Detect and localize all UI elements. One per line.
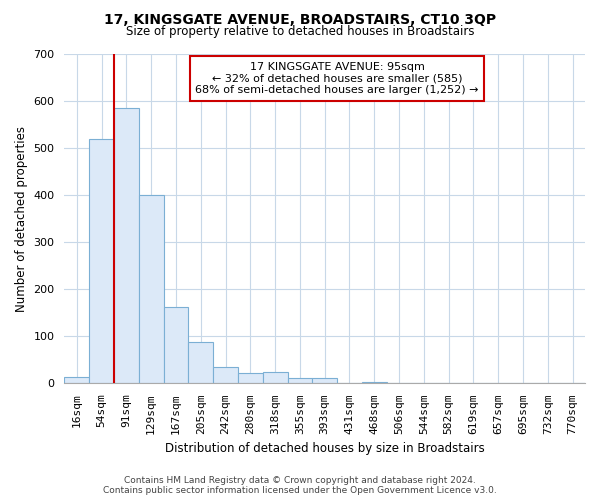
X-axis label: Distribution of detached houses by size in Broadstairs: Distribution of detached houses by size … xyxy=(165,442,485,455)
Bar xyxy=(114,108,139,384)
Bar xyxy=(263,372,287,384)
Bar xyxy=(164,306,188,384)
Text: Contains HM Land Registry data © Crown copyright and database right 2024.
Contai: Contains HM Land Registry data © Crown c… xyxy=(103,476,497,495)
Bar xyxy=(287,378,313,384)
Bar xyxy=(238,372,263,384)
Text: Size of property relative to detached houses in Broadstairs: Size of property relative to detached ho… xyxy=(126,25,474,38)
Bar xyxy=(139,195,164,384)
Bar xyxy=(64,378,89,384)
Text: 17 KINGSGATE AVENUE: 95sqm
← 32% of detached houses are smaller (585)
68% of sem: 17 KINGSGATE AVENUE: 95sqm ← 32% of deta… xyxy=(196,62,479,95)
Text: 17, KINGSGATE AVENUE, BROADSTAIRS, CT10 3QP: 17, KINGSGATE AVENUE, BROADSTAIRS, CT10 … xyxy=(104,12,496,26)
Y-axis label: Number of detached properties: Number of detached properties xyxy=(15,126,28,312)
Bar xyxy=(188,342,213,384)
Bar xyxy=(89,138,114,384)
Bar xyxy=(313,378,337,384)
Bar xyxy=(213,367,238,384)
Bar xyxy=(362,382,386,384)
